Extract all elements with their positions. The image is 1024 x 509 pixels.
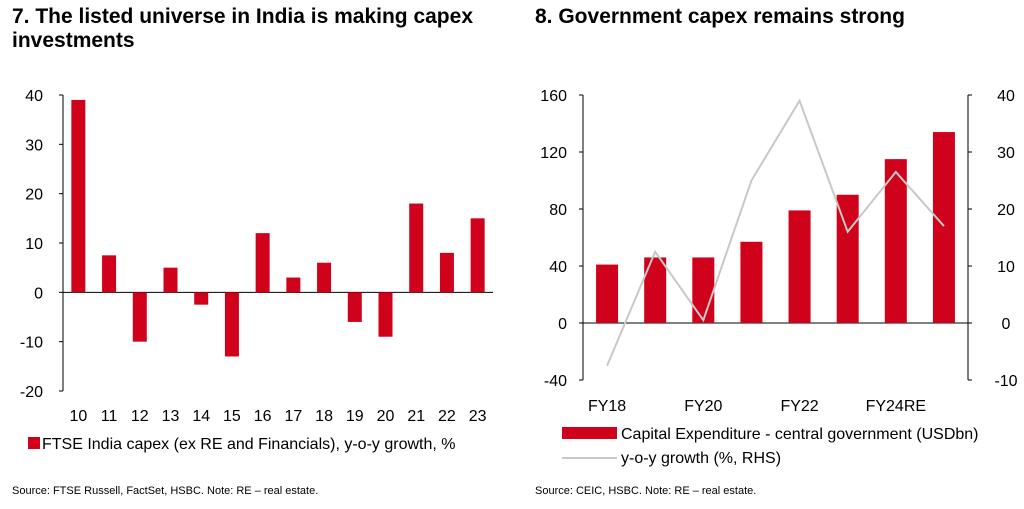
left-x-tick-label: 20 (377, 408, 395, 425)
left-x-tick-label: 23 (469, 408, 487, 425)
left-bar (317, 262, 332, 293)
left-bar (102, 255, 117, 293)
left-y-tick-label: 20 (25, 187, 43, 204)
right-legend-bar-swatch (562, 427, 617, 439)
right-bar (692, 257, 715, 323)
right-left-y-tick-label: 0 (558, 316, 567, 333)
right-x-tick-label: FY22 (780, 398, 818, 415)
right-left-y-tick-label: 120 (540, 145, 567, 162)
right-bar (788, 210, 811, 323)
right-left-y-tick-label: 160 (540, 88, 567, 105)
left-bar (439, 252, 454, 293)
right-left-y-tick-label: 40 (549, 259, 567, 276)
right-x-tick-label: FY18 (588, 398, 626, 415)
left-y-tick-label: -10 (20, 335, 43, 352)
left-bar (132, 292, 147, 342)
left-x-tick-label: 18 (315, 408, 333, 425)
left-bar (470, 218, 485, 293)
right-bar (740, 241, 763, 323)
right-chart-title: 8. Government capex remains strong (535, 5, 905, 28)
left-x-tick-label: 19 (346, 408, 364, 425)
left-bar (378, 292, 393, 337)
right-right-y-tick-label: 20 (997, 202, 1015, 219)
left-y-tick-label: 40 (25, 88, 43, 105)
right-left-y-tick-label: -40 (544, 373, 567, 390)
left-source-note: Source: FTSE Russell, FactSet, HSBC. Not… (12, 485, 319, 497)
right-legend-bar-label: Capital Expenditure - central government… (621, 426, 979, 443)
left-y-tick-label: 10 (25, 236, 43, 253)
right-right-y-tick-label: -10 (994, 373, 1017, 390)
right-bar (884, 159, 907, 323)
left-x-tick-label: 13 (162, 408, 180, 425)
left-x-tick-label: 22 (438, 408, 456, 425)
right-legend-line-label: y-o-y growth (%, RHS) (621, 450, 781, 467)
left-bar (224, 292, 239, 357)
left-x-tick-label: 11 (101, 408, 118, 425)
right-bar (596, 264, 619, 323)
left-y-tick-label: 0 (34, 285, 43, 302)
right-right-y-tick-label: 40 (997, 88, 1015, 105)
left-x-tick-label: 17 (284, 408, 302, 425)
right-right-y-tick-label: 10 (997, 259, 1015, 276)
left-x-tick-label: 10 (69, 408, 87, 425)
left-x-tick-label: 12 (131, 408, 149, 425)
left-bar (286, 277, 301, 293)
left-x-tick-label: 14 (192, 408, 210, 425)
right-bar (932, 132, 955, 323)
left-bar (347, 292, 362, 322)
right-growth-line (606, 98, 945, 367)
left-legend-label: FTSE India capex (ex RE and Financials),… (42, 436, 456, 453)
right-source-note: Source: CEIC, HSBC. Note: RE – real esta… (535, 485, 757, 497)
left-x-tick-label: 21 (407, 408, 425, 425)
left-y-tick-label: -20 (20, 384, 43, 401)
left-bar (409, 203, 424, 293)
right-right-y-tick-label: 30 (997, 145, 1015, 162)
left-legend-swatch (28, 437, 40, 449)
left-x-tick-label: 15 (223, 408, 241, 425)
right-right-y-tick-label: 0 (1002, 316, 1011, 333)
right-x-tick-label: FY24RE (866, 398, 926, 415)
left-x-tick-label: 16 (254, 408, 272, 425)
left-y-tick-label: 30 (25, 137, 43, 154)
left-bar (255, 233, 270, 293)
right-bar (644, 257, 667, 323)
right-x-tick-label: FY20 (684, 398, 722, 415)
left-bar (194, 292, 209, 305)
left-bar (71, 99, 86, 293)
left-chart-title: 7. The listed universe in India is makin… (12, 5, 473, 52)
right-left-y-tick-label: 80 (549, 202, 567, 219)
right-bar (836, 194, 859, 323)
left-bar (163, 267, 178, 293)
